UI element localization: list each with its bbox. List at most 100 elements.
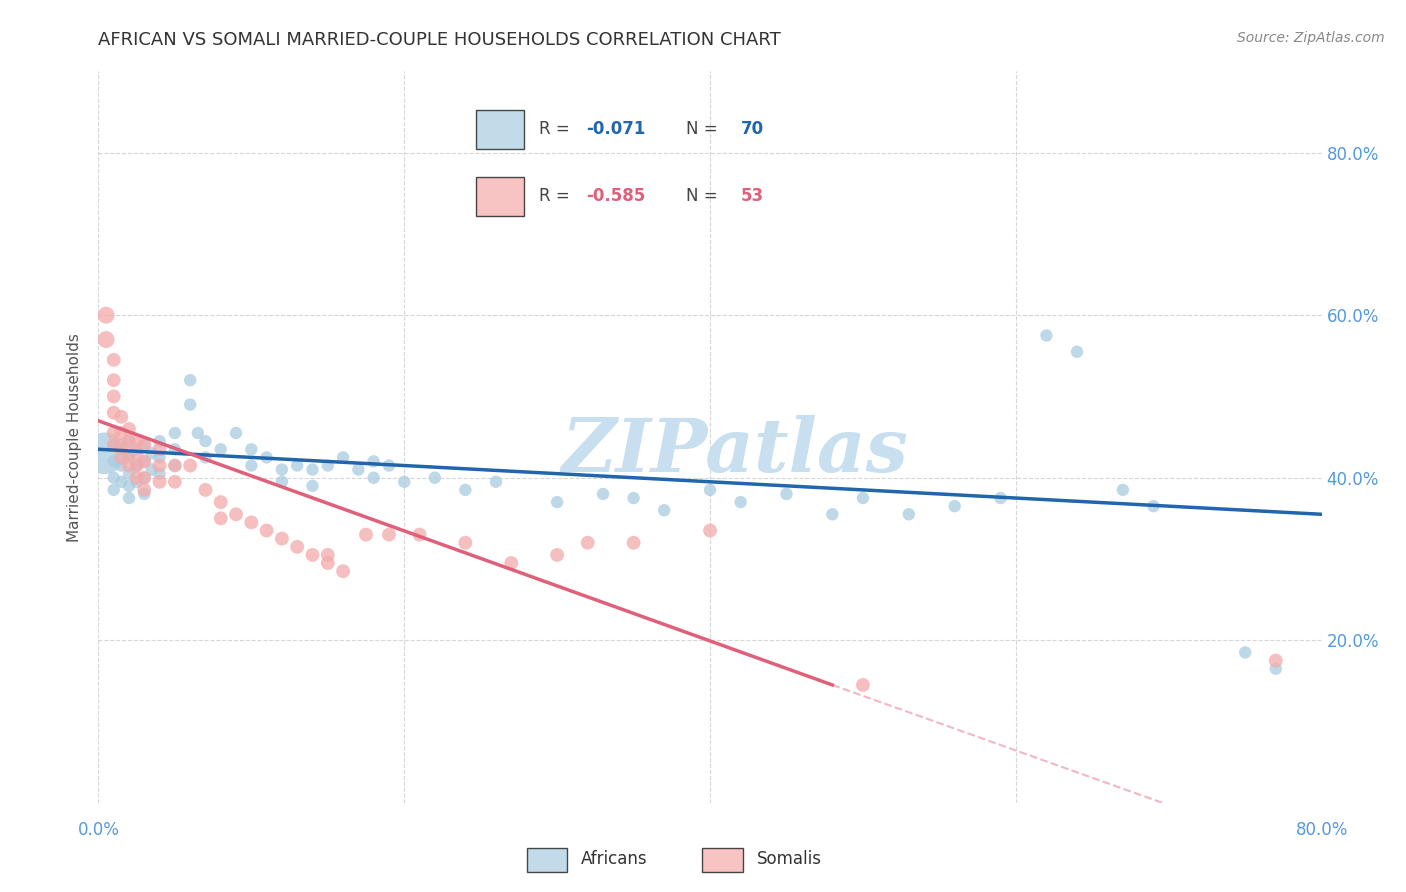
Point <box>103 454 125 468</box>
Point <box>149 434 172 449</box>
Point <box>118 422 141 436</box>
Text: ZIPatlas: ZIPatlas <box>561 416 908 488</box>
Point <box>256 450 278 465</box>
Point <box>301 548 323 562</box>
Point <box>110 458 132 473</box>
Point <box>363 471 385 485</box>
Point <box>301 479 323 493</box>
Point <box>1264 654 1286 668</box>
Point <box>103 483 125 497</box>
Point <box>943 499 966 513</box>
Point <box>110 442 132 457</box>
Point <box>301 462 323 476</box>
Point <box>94 308 117 322</box>
Point <box>163 458 186 473</box>
Point <box>270 532 292 546</box>
Point <box>125 475 148 489</box>
Point <box>149 475 172 489</box>
Point <box>125 471 148 485</box>
Point <box>141 462 163 476</box>
Point <box>149 458 172 473</box>
Point <box>225 425 247 440</box>
Point <box>990 491 1012 505</box>
Text: Source: ZipAtlas.com: Source: ZipAtlas.com <box>1237 31 1385 45</box>
Point <box>408 527 430 541</box>
Point <box>897 508 920 522</box>
Point <box>392 475 416 489</box>
Point <box>179 458 201 473</box>
Point <box>285 540 308 554</box>
Point <box>134 471 156 485</box>
Point <box>110 425 132 440</box>
Point <box>209 442 232 457</box>
Text: AFRICAN VS SOMALI MARRIED-COUPLE HOUSEHOLDS CORRELATION CHART: AFRICAN VS SOMALI MARRIED-COUPLE HOUSEHO… <box>98 31 782 49</box>
Text: Africans: Africans <box>581 850 648 868</box>
Point <box>110 438 132 452</box>
Point <box>187 425 209 440</box>
Point <box>118 491 141 505</box>
Point <box>347 462 370 476</box>
Point <box>134 471 156 485</box>
Point <box>163 425 186 440</box>
Point <box>270 475 292 489</box>
Point <box>332 450 354 465</box>
Point <box>149 442 172 457</box>
Point <box>501 556 523 570</box>
Point <box>125 434 148 449</box>
Point <box>125 442 148 457</box>
Point <box>134 454 156 468</box>
Point <box>240 442 263 457</box>
Point <box>209 495 232 509</box>
Point <box>592 487 614 501</box>
Point <box>316 548 339 562</box>
Point <box>209 511 232 525</box>
Point <box>179 373 201 387</box>
Point <box>103 373 125 387</box>
Point <box>623 535 645 549</box>
Point <box>316 556 339 570</box>
Point <box>454 535 477 549</box>
Point <box>110 475 132 489</box>
Point <box>576 535 599 549</box>
Point <box>1264 662 1286 676</box>
Point <box>103 438 125 452</box>
Text: 0.0%: 0.0% <box>77 821 120 839</box>
Point <box>378 527 401 541</box>
Point <box>852 678 875 692</box>
FancyBboxPatch shape <box>527 847 568 872</box>
Point <box>93 446 115 460</box>
Point <box>1142 499 1164 513</box>
Point <box>194 434 217 449</box>
Point <box>118 458 141 473</box>
Point <box>332 564 354 578</box>
Point <box>134 438 156 452</box>
Point <box>103 438 125 452</box>
Point <box>285 458 308 473</box>
Point <box>775 487 797 501</box>
Point <box>149 450 172 465</box>
Point <box>118 446 141 460</box>
Point <box>1066 344 1088 359</box>
Y-axis label: Married-couple Households: Married-couple Households <box>67 333 83 541</box>
Point <box>134 487 156 501</box>
Point <box>118 467 141 481</box>
Point <box>163 442 186 457</box>
Point <box>240 516 263 530</box>
Text: 80.0%: 80.0% <box>1295 821 1348 839</box>
Point <box>134 483 156 497</box>
Point <box>1234 645 1257 659</box>
Point <box>225 508 247 522</box>
Point <box>852 491 875 505</box>
Point <box>94 333 117 347</box>
Point <box>270 462 292 476</box>
Point <box>110 450 132 465</box>
Point <box>118 450 141 465</box>
Point <box>821 508 844 522</box>
Point <box>240 458 263 473</box>
Point <box>363 454 385 468</box>
Point <box>423 471 446 485</box>
Point <box>546 495 568 509</box>
Point <box>163 475 186 489</box>
Point <box>730 495 752 509</box>
Point <box>103 471 125 485</box>
